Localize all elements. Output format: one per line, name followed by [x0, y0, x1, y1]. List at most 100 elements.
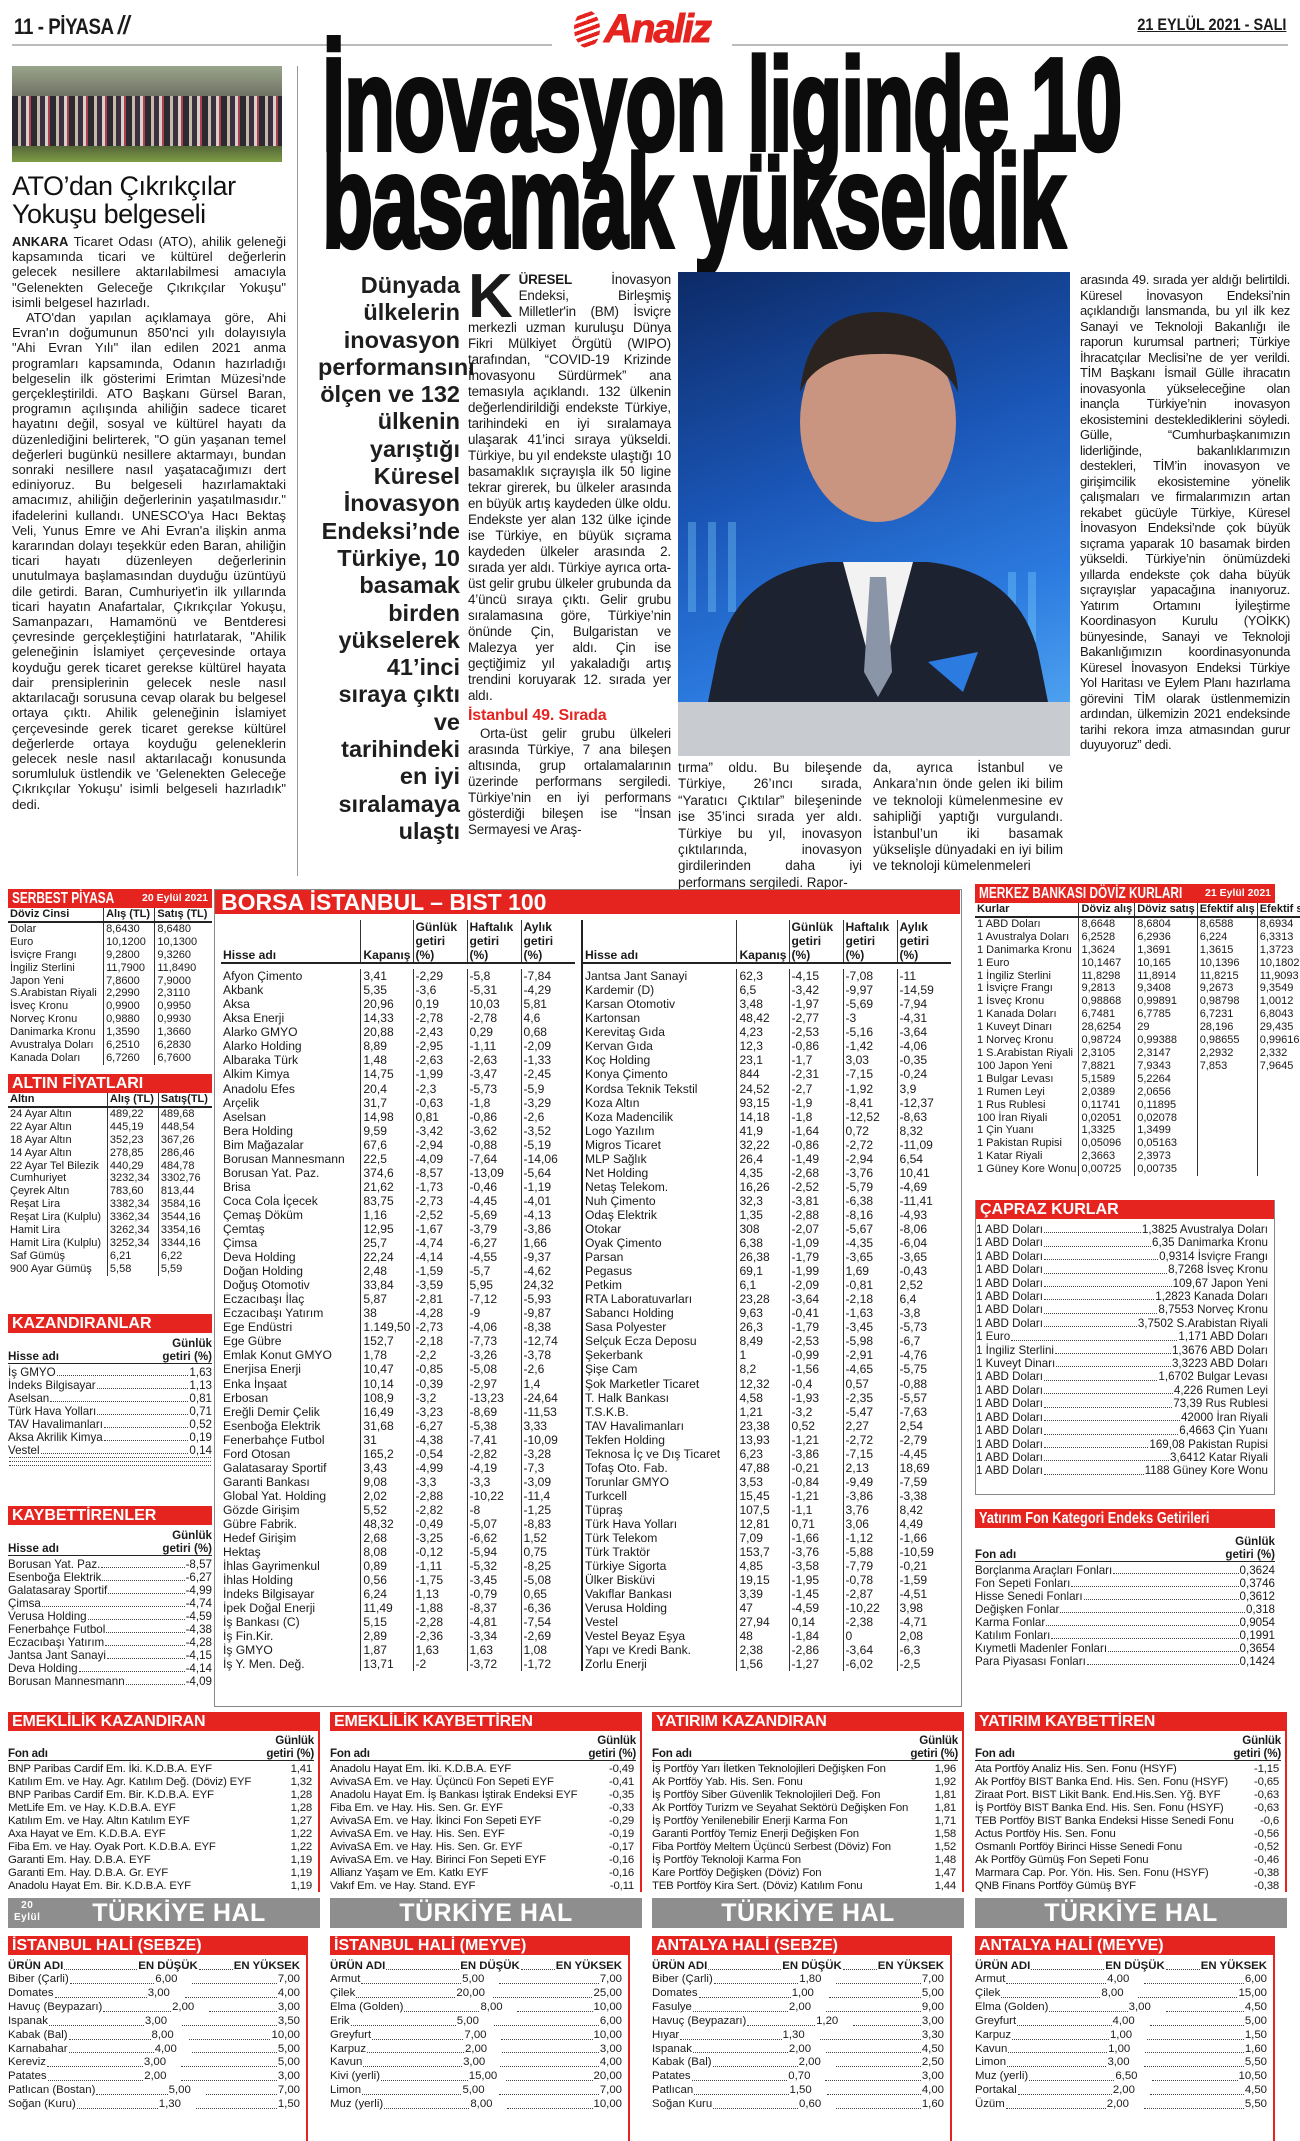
- table-cell: 3,39: [736, 1587, 789, 1602]
- dot-leader: [1017, 2015, 1112, 2026]
- table-row: Vestel Beyaz Eşya 48 -1,84 0 2,08: [583, 1629, 951, 1644]
- table-cell: 9,63: [736, 1306, 789, 1321]
- table-cell: -2,5: [896, 1657, 951, 1672]
- table-cell: Kardemir (D): [585, 983, 655, 998]
- table-cell: 374,6: [360, 1165, 413, 1180]
- table-row: S.Arabistan Riyali 2,2990 2,3110: [8, 987, 212, 1001]
- table-cell: -1,09: [788, 1236, 843, 1251]
- item-value: 73,39 Rus Rublesi: [1173, 1397, 1268, 1411]
- table-cell: 6,3313: [1256, 930, 1300, 944]
- table-cell: 24,32: [520, 1278, 575, 1293]
- table-cell: -1,27: [788, 1657, 843, 1672]
- max-price: 1,50: [1244, 2028, 1268, 2041]
- header-row: Hisse adı Kapanış Günlük getiri (%) Haftalı…: [583, 920, 951, 965]
- table-cell: Afyon Çimento: [223, 969, 303, 984]
- table-cell: [1256, 1163, 1300, 1177]
- dot-leader: [188, 2029, 271, 2040]
- dot-leader: [1005, 2098, 1106, 2110]
- item-value: 0,3654: [1239, 1642, 1275, 1655]
- table-row: Avustralya Doları 6,2510 6,2830: [8, 1039, 212, 1052]
- column-header-row: ÜRÜN ADI EN DÜŞÜK EN YÜKSEK: [652, 1959, 950, 1973]
- table-cell: Fenerbahçe Futbol: [223, 1432, 325, 1447]
- item-name: 1 ABD Doları: [976, 1276, 1044, 1290]
- product-name: Kabak (Bal): [652, 2056, 712, 2069]
- list-item: Patates 2,00 3,00: [8, 2070, 306, 2084]
- table-cell: -3,45: [466, 1573, 521, 1588]
- table-cell: -2,45: [520, 1067, 575, 1082]
- table-cell: Gözde Girişim: [223, 1502, 300, 1517]
- table-row: Borusan Yat. Paz. 374,6 -8,57 -13,09 -5,64: [221, 1165, 575, 1180]
- column-header: Kapanış: [360, 920, 413, 965]
- table-cell: Tüpraş: [585, 1502, 623, 1517]
- list-item: [8, 1461, 212, 1465]
- dot-leader: [50, 1392, 189, 1402]
- item-value: 3,3223 ABD Doları: [1171, 1357, 1268, 1371]
- list-item: MetLife Em. ve Hay. K.D.B.A. EYF 1,28: [8, 1802, 318, 1815]
- table-cell: -2,31: [788, 1067, 843, 1082]
- table-cell: Net Holding: [585, 1165, 649, 1180]
- max-price: 5,50: [1244, 2056, 1268, 2069]
- table-cell: 1 Güney Kore Wonu: [977, 1163, 1077, 1176]
- table-cell: 20,96: [360, 997, 413, 1012]
- table-cell: 1,3660: [154, 1026, 212, 1040]
- item-name: 1 ABD Doları: [976, 1236, 1044, 1250]
- table-cell: -2,77: [788, 1011, 843, 1026]
- item-name: 1 ABD Doları: [976, 1263, 1044, 1277]
- list-item: Kare Portföy Değişken (Döviz) Fon 1,47: [652, 1867, 962, 1880]
- dot-leader: [361, 1973, 462, 1984]
- table-cell: 24 Ayar Altın: [10, 1107, 72, 1120]
- table-cell: 3,06: [842, 1516, 897, 1532]
- table-cell: 0,98655: [1196, 1034, 1258, 1047]
- list-item: Katılım Fonları 0,1991: [975, 1629, 1275, 1642]
- item-value: 4,226 Rumen Leyi: [1173, 1383, 1268, 1397]
- table-cell: -2,79: [896, 1432, 951, 1447]
- table-row: İş Fin.Kir. 2,89 -2,36 -3,34 -2,69: [221, 1629, 575, 1644]
- min-price: 1,50: [789, 2084, 812, 2097]
- table-row: Çemtaş 12,95 -1,67 -3,79 -3,86: [221, 1221, 575, 1237]
- table-cell: Teknosa İç ve Dış Ticaret: [585, 1446, 721, 1461]
- table-cell: -2,28: [412, 1615, 467, 1630]
- hal-table: İSTANBUL HALİ (MEYVE) ÜRÜN ADI EN DÜŞÜK EN …: [330, 1936, 630, 2141]
- table-cell: 10,1467: [1078, 956, 1135, 970]
- table-cell: Esenboğa Elektrik: [223, 1418, 321, 1433]
- table-cell: 6,1: [736, 1278, 789, 1293]
- table-cell: 7,8821: [1078, 1059, 1135, 1073]
- table-cell: -2,6: [520, 1109, 575, 1124]
- table-row: Şekerbank 1 -0,99 -2,91 -4,76: [583, 1348, 951, 1363]
- column-header: EN YÜKSEK: [555, 1960, 622, 1972]
- table-cell: 18 Ayar Altın: [10, 1133, 72, 1146]
- table-cell: -3,23: [412, 1404, 467, 1419]
- table-cell: 5,87: [360, 1292, 413, 1307]
- table-cell: 10,1802: [1256, 956, 1300, 970]
- column-header: EN DÜŞÜK: [460, 1960, 520, 1972]
- fund-table: EMEKLİLİK KAZANDIRAN Fon adı Günlük getiri …: [8, 1712, 320, 1892]
- item-name: 1 ABD Doları: [976, 1249, 1044, 1263]
- table-title: ALTIN FİYATLARI: [8, 1074, 212, 1093]
- table-row: Arçelik 31,7 -0,63 -1,8 -3,29: [221, 1095, 575, 1110]
- fund-return: -0,16: [609, 1854, 634, 1866]
- table-cell: -1,56: [788, 1362, 843, 1377]
- product-name: Üzüm: [975, 2098, 1005, 2111]
- dot-leader: [1044, 1236, 1151, 1247]
- min-price: 3,00: [143, 2056, 167, 2069]
- table-row: Migros Ticaret 32,22 -0,86 -2,72 -11,09: [583, 1137, 951, 1152]
- table-cell: -4,28: [412, 1306, 467, 1321]
- item-value: 1,3676 ABD Doları: [1171, 1343, 1268, 1357]
- product-name: Soğan (Kuru): [8, 2098, 76, 2111]
- dot-leader: [9, 1457, 211, 1458]
- fund-name: Actus Portföy His. Sen. Fonu: [975, 1828, 1116, 1840]
- table-cell: -5,73: [466, 1081, 521, 1096]
- table-cell: Netaş Telekom.: [585, 1179, 669, 1194]
- table-cell: 0,98724: [1078, 1034, 1135, 1047]
- table-cell: 2,0389: [1078, 1085, 1135, 1099]
- min-price: 2,00: [1106, 2098, 1129, 2111]
- table-cell: 26,3: [736, 1320, 789, 1335]
- fund-return: -0,63: [1254, 1802, 1279, 1814]
- table-cell: -3,79: [466, 1221, 521, 1237]
- fund-return: -0,65: [1254, 1776, 1279, 1788]
- table-row: Esenboğa Elektrik 31,68 -6,27 -5,38 3,33: [221, 1418, 575, 1433]
- table-cell: -2,38: [842, 1615, 897, 1630]
- table-cell: -7,08: [842, 969, 897, 984]
- table-title: İSTANBUL HALİ (SEBZE): [8, 1936, 306, 1955]
- table-cell: Çemaş Döküm: [223, 1207, 303, 1222]
